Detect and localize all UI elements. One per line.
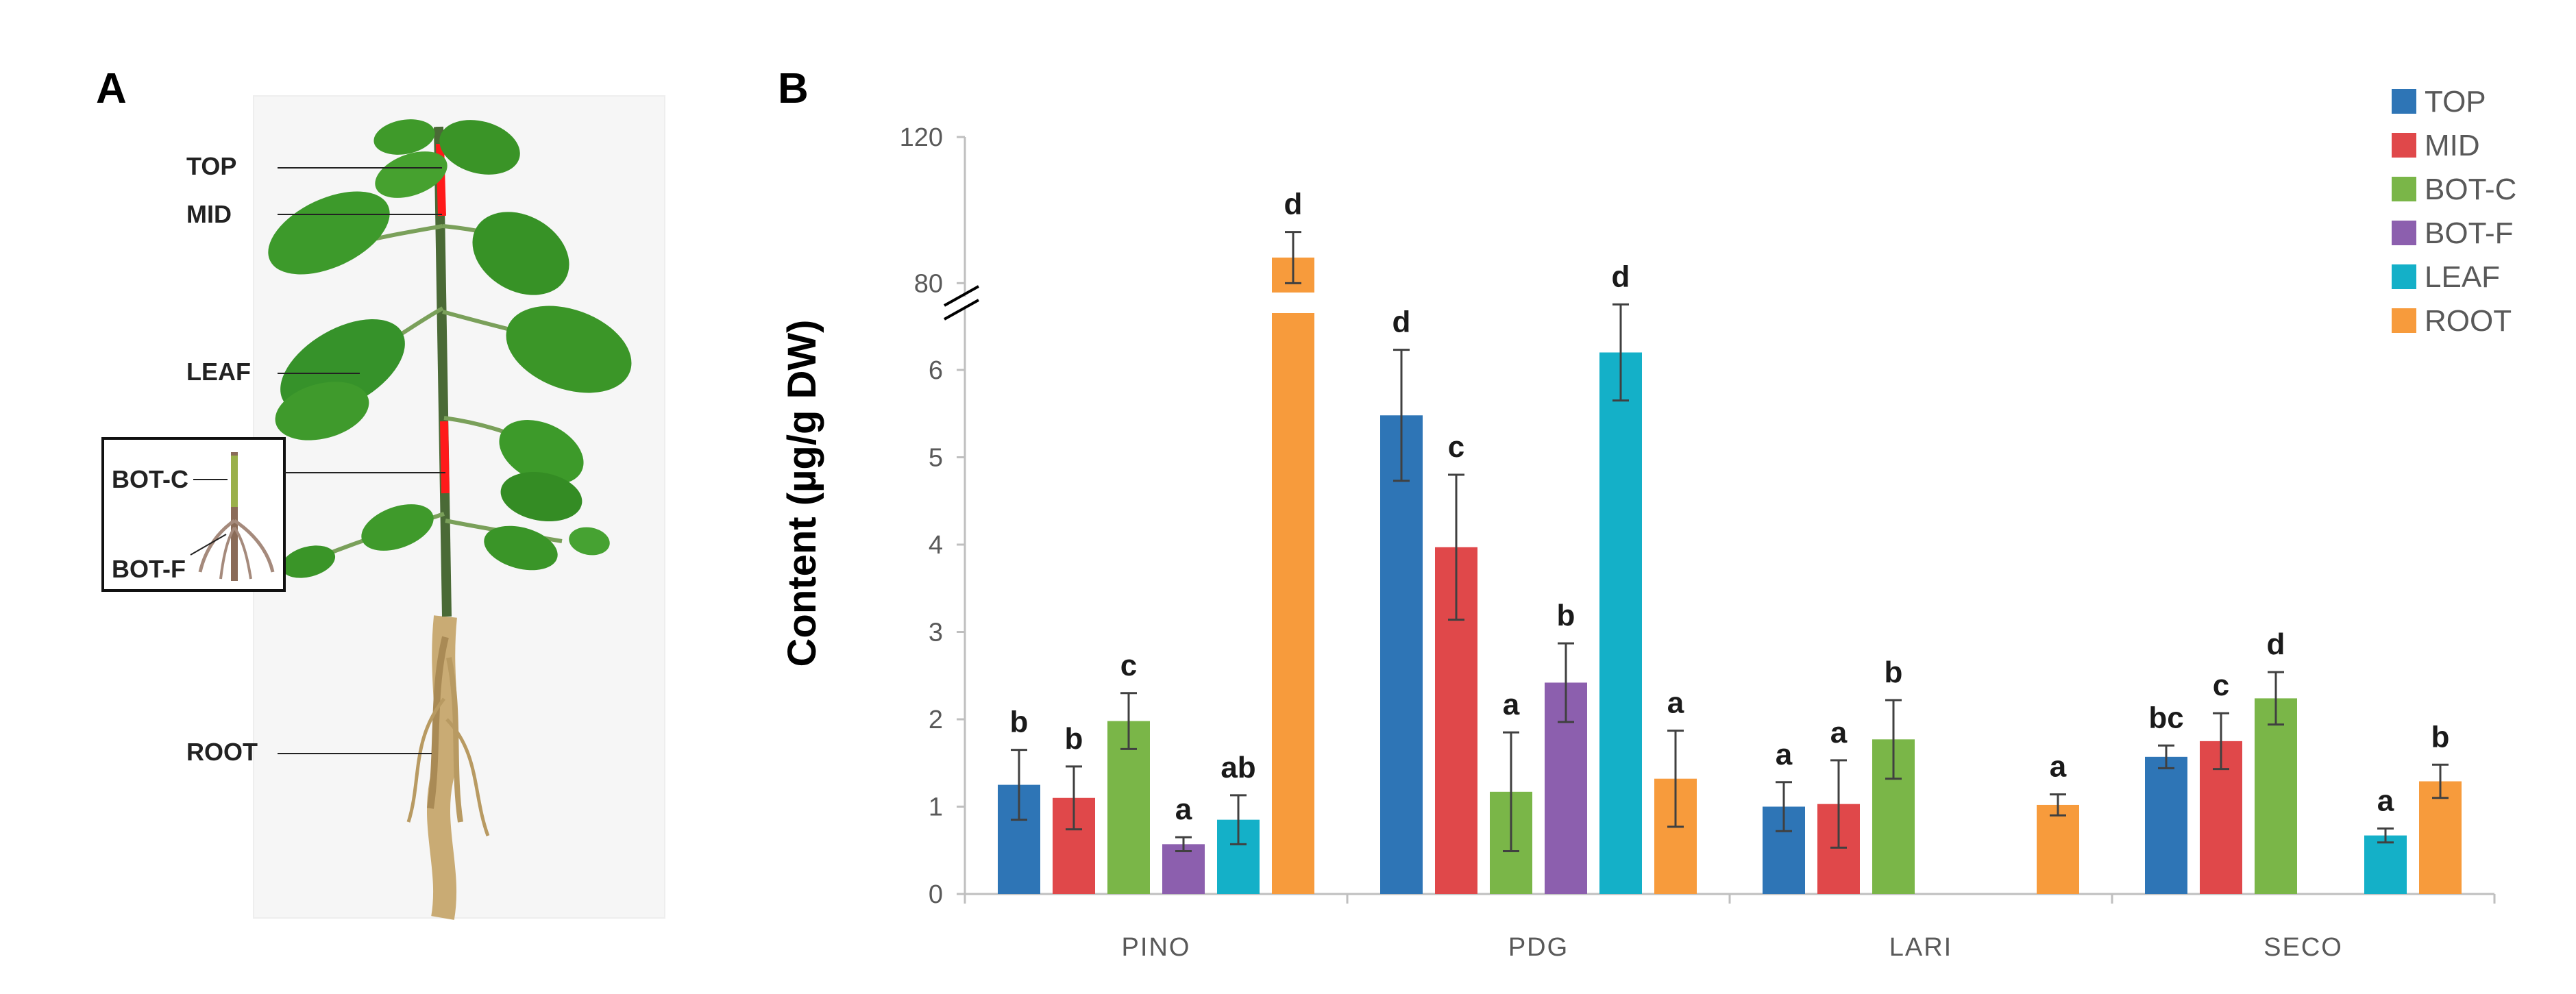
- y-tick-label: 3: [929, 619, 943, 647]
- bar-root-seco: [2419, 781, 2462, 894]
- bar-bot-f-pino: [1162, 844, 1205, 894]
- significance-letter: a: [1503, 688, 1520, 721]
- legend-label: TOP: [2425, 85, 2486, 119]
- significance-letter: d: [1393, 306, 1411, 339]
- callout-leaf: LEAF: [186, 358, 251, 386]
- y-tick-label: 5: [929, 444, 943, 473]
- callout-bot-c: BOT-C: [112, 465, 188, 493]
- x-tick-label: PINO: [1122, 933, 1191, 962]
- significance-letter: b: [1010, 706, 1029, 739]
- legend-swatch-top: [2392, 89, 2416, 114]
- plant-photo-panel: A: [96, 65, 665, 920]
- significance-letter: ab: [1220, 751, 1255, 784]
- y-tick-label: 1: [929, 793, 943, 822]
- significance-letter: a: [1667, 686, 1684, 720]
- significance-letter: a: [1175, 793, 1192, 826]
- significance-letter: b: [1557, 599, 1575, 632]
- axis-break-mark: [944, 285, 979, 307]
- chart-legend: TOP MID BOT-C BOT-F LEAF ROOT: [2392, 85, 2516, 338]
- y-tick-label: 6: [929, 356, 943, 385]
- callout-root: ROOT: [186, 738, 258, 766]
- bot-inset-box: [101, 437, 286, 592]
- significance-letter: b: [1065, 722, 1083, 756]
- significance-letter: d: [1284, 188, 1303, 221]
- x-tick-label: LARI: [1889, 933, 1952, 962]
- bar-root-pino: [1272, 258, 1314, 894]
- legend-label: MID: [2425, 129, 2480, 162]
- y-tick-label: 2: [929, 706, 943, 734]
- significance-letter: a: [1776, 738, 1793, 771]
- bar-bot-c-seco: [2255, 698, 2297, 894]
- legend-label: BOT-F: [2425, 216, 2514, 250]
- y-tick-label: 0: [929, 880, 943, 909]
- legend-swatch-leaf: [2392, 264, 2416, 289]
- y-tick-label: 120: [900, 123, 943, 152]
- legend-label: ROOT: [2425, 304, 2512, 338]
- x-tick-label: PDG: [1508, 933, 1569, 962]
- significance-letter: a: [2050, 750, 2067, 784]
- significance-letter: bc: [2148, 701, 2183, 734]
- significance-letter: d: [1612, 260, 1630, 293]
- callout-top: TOP: [186, 152, 236, 180]
- significance-letter: b: [2431, 720, 2450, 754]
- significance-letter: a: [1830, 716, 1848, 749]
- significance-letter: d: [2267, 628, 2285, 661]
- legend-label: BOT-C: [2425, 173, 2516, 206]
- y-tick-label: 4: [929, 531, 943, 560]
- significance-letter: c: [1120, 649, 1137, 682]
- panel-b-letter: B: [778, 65, 809, 112]
- panel-a-letter: A: [96, 65, 127, 112]
- y-axis-label: Content (µg/g DW): [780, 320, 824, 667]
- x-tick-label: SECO: [2264, 933, 2343, 962]
- significance-letter: c: [2213, 669, 2229, 702]
- bar-top-seco: [2145, 756, 2187, 894]
- bar-break-gap: [1271, 293, 1316, 313]
- callout-mid: MID: [186, 200, 232, 228]
- nettle-plant-illustration: [268, 119, 632, 920]
- bar-leaf-seco: [2364, 835, 2407, 894]
- y-tick-label: 80: [914, 269, 943, 298]
- legend-swatch-bot-c: [2392, 177, 2416, 201]
- significance-letter: c: [1448, 430, 1464, 464]
- legend-label: LEAF: [2425, 260, 2500, 294]
- chart-axes: 0 1 2 3 4 5 6 80 120 PINO PDG LARI SECO: [900, 123, 2496, 962]
- axis-break-mark: [944, 299, 979, 321]
- bar-root-lari: [2037, 804, 2079, 894]
- bar-leaf-pdg: [1599, 352, 1642, 894]
- bot-inset-illustration: [198, 452, 275, 581]
- legend-swatch-root: [2392, 308, 2416, 333]
- callout-bot-f: BOT-F: [112, 555, 186, 583]
- legend-swatch-bot-f: [2392, 221, 2416, 245]
- significance-letter: b: [1885, 656, 1903, 689]
- legend-swatch-mid: [2392, 133, 2416, 158]
- bar-top-pdg: [1380, 415, 1423, 894]
- significance-letter: a: [2377, 784, 2394, 817]
